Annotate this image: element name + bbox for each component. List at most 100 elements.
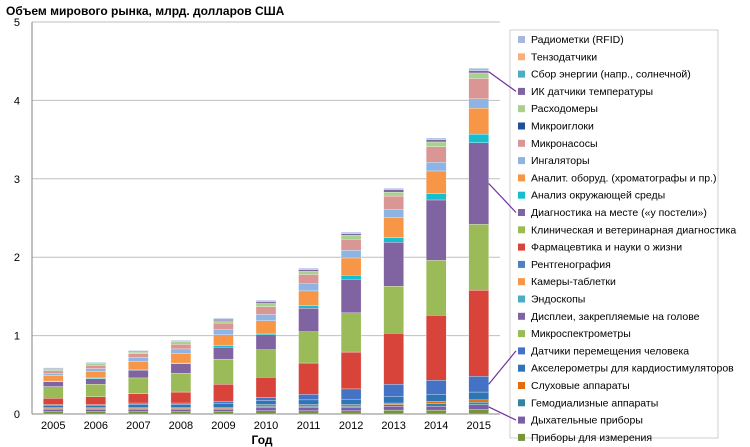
bar-segment [43,370,64,374]
bar-segment [43,373,64,376]
bar-segment [468,399,489,403]
bar-segment [468,98,489,109]
bar-segment [426,137,447,140]
legend-swatch [518,295,525,303]
bar-segment [426,260,447,316]
bar-segment [213,411,234,415]
legend-swatch [518,53,525,61]
x-axis-title: Год [252,433,273,447]
legend-swatch [518,382,525,389]
bar-segment [255,314,277,321]
bar-segment [426,141,447,147]
legend-swatch [518,87,525,95]
bar-segment [383,189,404,193]
legend-label: Приборы для измерениякровяного давления [531,432,652,447]
bar-segment [298,404,319,407]
bar-segment [468,402,489,405]
legend-swatch [518,157,525,165]
bar-segment [340,406,362,408]
y-tick-label: 3 [14,174,20,186]
bar-segment [298,407,319,412]
x-tick-label: 2008 [169,420,193,432]
bar-segment [426,401,447,404]
bars [43,68,489,415]
x-tick-label: 2014 [424,420,448,432]
bar-segment [128,411,149,415]
bar-segment [426,394,447,402]
bar-segment [170,391,192,404]
legend-label: Слуховые аппараты [531,380,630,392]
bar-segment [255,400,277,405]
bar-segment [426,139,447,143]
bar-segment [85,396,106,405]
bar-segment [426,170,447,194]
bar-segment [255,306,277,315]
bar-segment [340,275,362,280]
bar-segment [170,341,192,345]
legend-swatch [518,226,525,234]
bar-segment [340,249,362,259]
legend-swatch [518,122,525,130]
legend-swatch [518,260,525,268]
bar-segment [128,353,149,358]
bar-segment [255,404,277,407]
bar-segment [255,410,277,415]
bar-segment [298,283,319,292]
bar-segment [383,237,404,243]
bar-segment [426,315,447,381]
bar-segment [468,376,489,393]
legend-swatch [518,70,525,78]
bar-segment [383,404,404,407]
legend-swatch [518,105,525,113]
bar-segment [43,386,64,399]
legend-label: Микроиглоки [531,121,594,133]
bar-segment [170,402,192,405]
legend-label: Микронасосы [531,138,598,150]
x-tick-label: 2007 [126,420,150,432]
legend-label: Аналит. оборуд. (хроматографы и пр.) [531,172,717,184]
bar-segment [170,363,192,374]
legend-label: Акселерометры для кардиостимуляторов [531,363,734,375]
bar-segment [340,257,362,276]
bar-segment [468,70,489,74]
bar-segment [85,363,106,366]
bar-segment [468,409,489,415]
x-axis-tick-labels: 2005 2006 2007 2008 2009 2010 2011 2012 2013 2014… [41,420,491,432]
bar-segment [213,318,234,321]
legend-label: Диагностика на месте («у постели») [531,207,707,219]
bar-segment [340,351,362,390]
y-tick-label: 1 [14,331,20,343]
bar-segment [170,411,192,415]
bar-segment [170,373,192,393]
bar-segment [340,398,362,405]
y-tick-label: 2 [14,252,20,264]
bar-segment [340,404,362,407]
legend-swatch [518,330,525,338]
bar-segment [43,411,64,415]
legend-label: Тензодатчики [531,51,597,63]
y-tick-label: 0 [14,409,20,421]
callout-lines [488,71,517,421]
bar-segment [383,209,404,218]
bar-segment [213,384,234,402]
legend-label: Дисплеи, закрепляемые на голове [531,311,700,323]
bar-segment [340,231,362,234]
bar-segment [255,334,277,350]
bar-segment [383,384,404,397]
x-tick-label: 2011 [297,420,321,432]
bar-segment [255,397,277,401]
legend-label: Сбор энергии (напр., солнечной) [531,69,691,81]
chart-title: Объем мирового рынка, млрд. долларов США [6,4,285,18]
bar-segment [298,269,319,272]
bar-segment [128,409,149,412]
bar-segment [255,300,277,303]
bar-segment [426,146,447,163]
x-tick-label: 2005 [41,420,65,432]
bar-segment [213,401,234,404]
callout-line [488,406,517,421]
legend-swatch [518,364,525,372]
bar-segment [43,375,64,382]
bar-segment [43,409,64,412]
legend-swatch [518,191,525,199]
bar-segment [213,403,234,408]
